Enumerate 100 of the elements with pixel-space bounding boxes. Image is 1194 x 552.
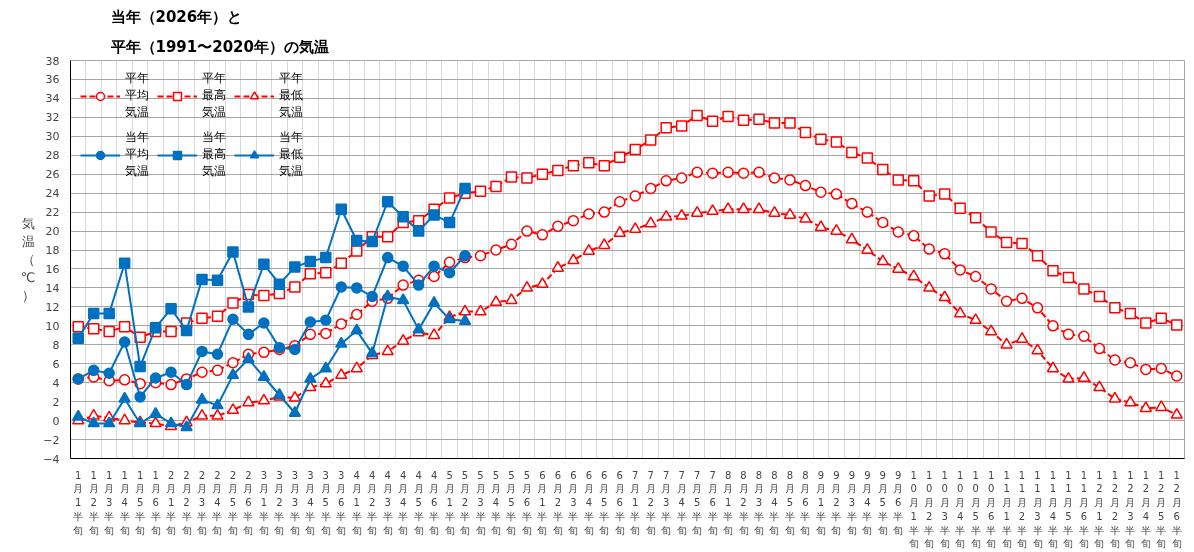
point xyxy=(134,360,146,373)
x-tick-label: 5月3半旬 xyxy=(475,469,486,536)
y-tick-label: 20 xyxy=(45,225,60,239)
point xyxy=(242,328,255,341)
x-tick-label: 12月5半旬 xyxy=(1156,469,1167,550)
point xyxy=(459,182,471,195)
point xyxy=(443,216,456,229)
point xyxy=(258,317,270,329)
x-tick-label: 12月2半旬 xyxy=(1109,469,1120,550)
point xyxy=(118,336,131,348)
x-tick-label: 6月4半旬 xyxy=(583,469,594,536)
y-tick-label: −4 xyxy=(43,452,60,466)
x-tick-label: 6月5半旬 xyxy=(599,469,610,536)
x-tick-label: 8月3半旬 xyxy=(754,469,765,536)
x-tick-label: 8月5半旬 xyxy=(784,469,795,536)
point xyxy=(149,321,162,334)
x-tick-label: 8月1半旬 xyxy=(723,469,734,536)
point xyxy=(242,301,255,313)
y-tick-label: 36 xyxy=(45,73,60,87)
point xyxy=(381,195,394,208)
x-tick-label: 11月3半旬 xyxy=(1032,469,1043,550)
point xyxy=(381,251,394,264)
point xyxy=(273,278,286,290)
x-tick-label: 7月5半旬 xyxy=(692,469,703,536)
point xyxy=(335,336,348,348)
x-tick-label: 2月5半旬 xyxy=(227,469,238,536)
point xyxy=(149,372,162,384)
point xyxy=(350,323,363,335)
point xyxy=(211,348,224,360)
x-tick-label: 8月6半旬 xyxy=(800,469,811,536)
x-tick-label: 12月4半旬 xyxy=(1140,469,1151,550)
chart-subtitle: 平年（1991〜2020年）の気温 xyxy=(109,37,329,56)
point xyxy=(412,225,425,237)
x-tick-label: 3月6半旬 xyxy=(336,469,347,536)
point xyxy=(103,367,115,379)
x-tick-label: 9月6半旬 xyxy=(893,469,904,536)
point xyxy=(427,295,441,308)
y-tick-label: 22 xyxy=(45,206,60,220)
x-tick-label: 5月5半旬 xyxy=(506,469,517,536)
point xyxy=(227,246,239,258)
legend-label: 当年最高気温 xyxy=(202,129,226,180)
x-tick-label: 9月5半旬 xyxy=(877,469,888,536)
point xyxy=(366,290,378,303)
point xyxy=(149,406,162,418)
legend-label: 平年最低気温 xyxy=(279,70,303,121)
x-tick-label: 10月1半旬 xyxy=(908,469,919,550)
point xyxy=(180,378,193,391)
y-tick-label: 24 xyxy=(45,187,60,201)
y-tick-label: 6 xyxy=(52,357,60,371)
point xyxy=(180,420,193,432)
x-tick-label: 11月5半旬 xyxy=(1063,469,1074,550)
point xyxy=(196,273,208,286)
point xyxy=(72,332,84,344)
x-tick-label: 9月3半旬 xyxy=(846,469,857,536)
x-tick-label: 7月1半旬 xyxy=(630,469,641,536)
point xyxy=(288,405,302,417)
point xyxy=(335,203,348,216)
y-tick-label: 16 xyxy=(45,262,60,276)
y-tick-label: 18 xyxy=(45,244,60,258)
point xyxy=(350,234,363,247)
point xyxy=(320,251,332,264)
point xyxy=(428,209,440,221)
legend-label: 平年平均気温 xyxy=(125,70,149,121)
x-tick-label: 3月4半旬 xyxy=(305,469,316,536)
x-tick-label: 2月4半旬 xyxy=(212,469,223,536)
x-tick-label: 10月2半旬 xyxy=(924,469,935,550)
point xyxy=(335,281,348,293)
point xyxy=(165,366,177,379)
legend-label: 平年最高気温 xyxy=(202,70,226,121)
x-tick-label: 4月5半旬 xyxy=(413,469,424,536)
y-tick-label: 2 xyxy=(52,395,60,409)
point xyxy=(196,345,208,358)
point xyxy=(319,361,333,373)
x-tick-label: 1月3半旬 xyxy=(104,469,115,536)
point xyxy=(304,255,317,268)
legend-label: 当年最低気温 xyxy=(279,129,303,180)
x-tick-label: 6月6半旬 xyxy=(614,469,625,536)
x-tick-label: 4月3半旬 xyxy=(382,469,393,536)
point xyxy=(397,260,409,272)
point xyxy=(443,267,456,279)
y-tick-label: 12 xyxy=(45,300,60,314)
x-tick-label: 3月5半旬 xyxy=(320,469,331,536)
x-tick-label: 6月3半旬 xyxy=(568,469,579,536)
point xyxy=(350,282,363,294)
point xyxy=(195,392,209,404)
legend-label: 当年平均気温 xyxy=(125,129,149,180)
x-tick-label: 2月2半旬 xyxy=(181,469,192,536)
y-tick-label: 26 xyxy=(45,168,60,182)
x-tick-label: 4月4半旬 xyxy=(398,469,409,536)
x-tick-label: 11月1半旬 xyxy=(1001,469,1012,550)
y-tick-label: 28 xyxy=(45,149,60,163)
x-tick-label: 11月6半旬 xyxy=(1078,469,1089,550)
point xyxy=(134,391,146,403)
x-tick-label: 6月2半旬 xyxy=(552,469,563,536)
chart-title: 当年（2026年）と xyxy=(110,7,243,26)
x-tick-label: 5月6半旬 xyxy=(521,469,532,536)
x-tick-label: 1月6半旬 xyxy=(150,469,161,536)
x-tick-label: 1月2半旬 xyxy=(88,469,99,536)
x-tick-label: 3月3半旬 xyxy=(289,469,300,536)
x-tick-label: 8月4半旬 xyxy=(769,469,780,536)
